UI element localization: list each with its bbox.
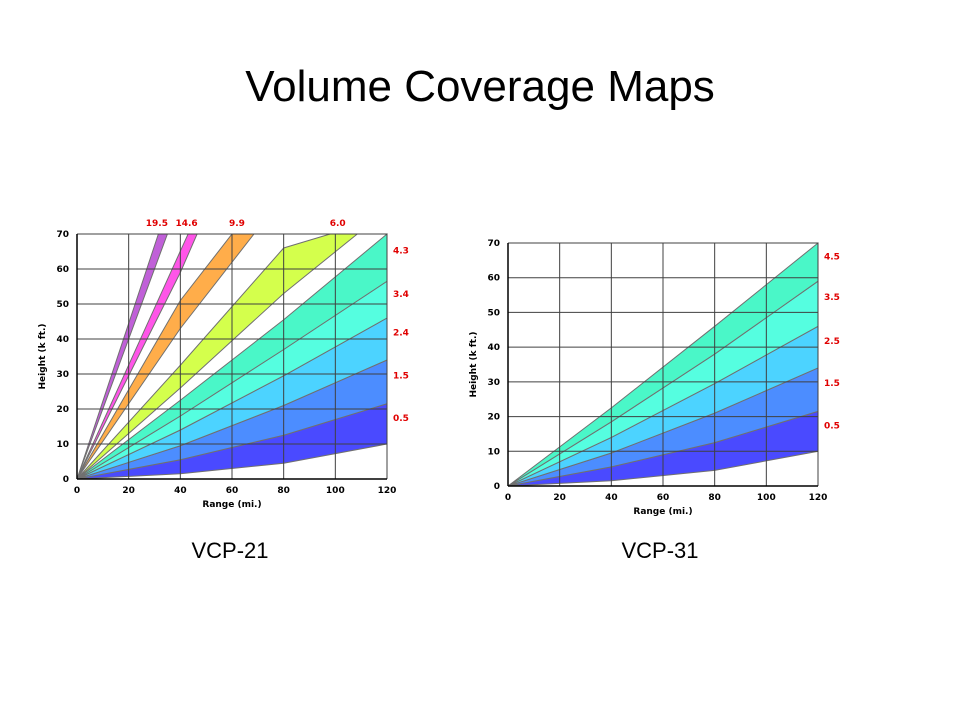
y-tick-label: 50	[487, 308, 500, 318]
elevation-label: 9.9	[229, 219, 245, 229]
slide-title: Volume Coverage Maps	[245, 62, 715, 111]
x-axis-title: Range (mi.)	[633, 507, 692, 517]
elevation-label: 19.5	[146, 219, 168, 229]
x-tick-label: 80	[708, 493, 721, 503]
y-tick-label: 20	[56, 405, 69, 415]
y-tick-label: 40	[56, 335, 69, 345]
y-tick-label: 70	[487, 239, 500, 249]
elevation-label: 3.5	[824, 293, 840, 303]
x-tick-label: 0	[74, 486, 80, 496]
x-tick-label: 80	[277, 486, 290, 496]
elevation-label: 4.3	[393, 247, 409, 257]
y-tick-label: 20	[487, 413, 500, 423]
x-tick-label: 100	[757, 493, 776, 503]
y-tick-label: 10	[56, 440, 69, 450]
x-tick-label: 100	[326, 486, 345, 496]
x-tick-label: 60	[657, 493, 670, 503]
y-tick-label: 30	[56, 370, 69, 380]
y-tick-label: 0	[494, 482, 500, 492]
x-tick-label: 20	[553, 493, 566, 503]
y-tick-label: 70	[56, 230, 69, 240]
elevation-label: 1.5	[393, 371, 409, 381]
elevation-label: 2.4	[393, 329, 409, 339]
y-axis-title: Height (k ft.)	[38, 324, 48, 390]
y-tick-label: 10	[487, 447, 500, 457]
x-tick-label: 0	[505, 493, 511, 503]
y-tick-label: 0	[63, 475, 69, 485]
y-tick-label: 50	[56, 300, 69, 310]
x-tick-label: 40	[174, 486, 187, 496]
y-tick-label: 40	[487, 343, 500, 353]
elevation-label: 3.4	[393, 290, 409, 300]
y-tick-label: 60	[487, 274, 500, 284]
x-tick-label: 120	[809, 493, 828, 503]
x-tick-label: 40	[605, 493, 618, 503]
y-tick-label: 60	[56, 265, 69, 275]
elevation-label: 0.5	[393, 414, 409, 424]
vcp21-caption: VCP-21	[191, 538, 269, 563]
vcp21-chart: 0 20 40 60 80 100 120 0 10 20 30 40 50 60 70 Range (mi.…	[38, 219, 409, 510]
x-tick-label: 60	[226, 486, 239, 496]
elevation-label: 14.6	[175, 219, 197, 229]
x-tick-label: 120	[378, 486, 397, 496]
elevation-label: 6.0	[330, 219, 346, 229]
elevation-label: 2.5	[824, 337, 840, 347]
elevation-label: 1.5	[824, 379, 840, 389]
y-tick-label: 30	[487, 378, 500, 388]
y-axis-title: Height (k ft.)	[469, 332, 479, 398]
elevation-label: 0.5	[824, 421, 840, 431]
vcp31-caption: VCP-31	[621, 538, 699, 563]
x-tick-label: 20	[122, 486, 135, 496]
vcp31-chart: 0 20 40 60 80 100 120 0 10 20 30 40 50 60 70 Range (mi.…	[469, 239, 840, 517]
x-axis-title: Range (mi.)	[202, 500, 261, 510]
elevation-label: 4.5	[824, 252, 840, 262]
